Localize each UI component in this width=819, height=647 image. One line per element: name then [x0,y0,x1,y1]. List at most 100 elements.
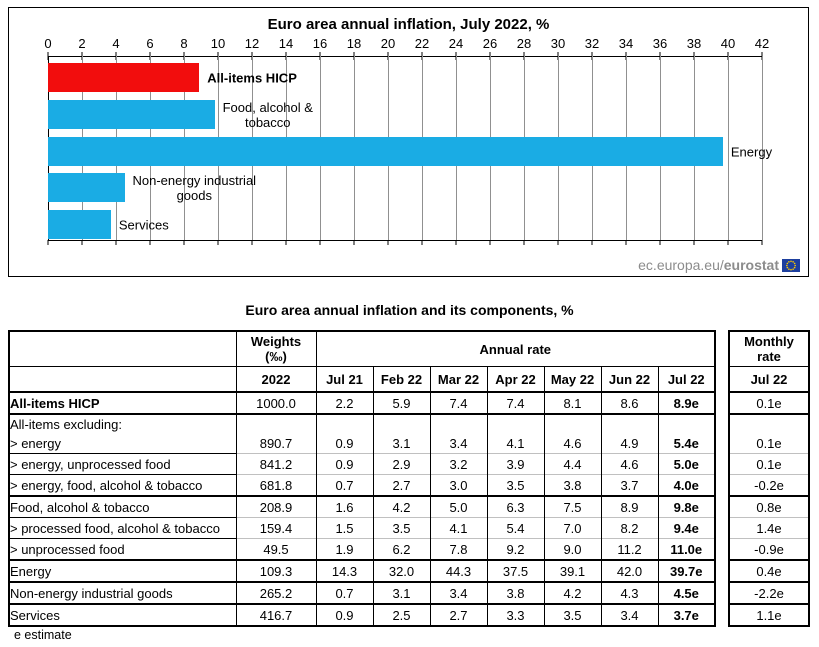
header-empty-cell-2 [8,366,237,393]
x-axis-tick-label: 28 [516,36,532,51]
row-value: 2.5 [372,603,431,626]
x-axis-tick-label: 32 [584,36,600,51]
bar-non-energy-industrial-goods [48,173,125,202]
x-axis-bottom-tick [353,240,355,245]
bar-label-line: Food, alcohol & [222,99,313,115]
row-value: 0.9 [315,433,374,454]
row-value: 3.4 [600,603,659,626]
monthly-rate-line2: rate [757,349,781,364]
x-axis-bottom-tick [285,240,287,245]
row-weight: 416.7 [235,603,317,626]
row-value: 3.7 [600,474,659,496]
monthly-row-services: 1.1e [728,603,810,626]
chart-title: Euro area annual inflation, July 2022, % [267,16,550,33]
x-axis-tick-label: 16 [312,36,328,51]
table-row-energy: Energy 109.3 14.3 32.0 44.3 37.5 39.1 42.0 39.7e [8,559,716,582]
row-label: > energy [8,433,237,454]
header-month-jun22: Jun 22 [600,366,659,393]
x-axis-tick-label: 38 [686,36,702,51]
row-value: 4.5e [657,581,716,604]
table-row-unprocessed-food: > unprocessed food 49.5 1.9 6.2 7.8 9.2 9.0 11.… [8,538,716,560]
monthly-row-energy-food-alcohol-tobacco: -0.2e [728,474,810,496]
bar-label-food-alcohol-tobacco: Food, alcohol & tobacco [223,100,313,130]
row-value: 4.3 [600,581,659,604]
header-annual-rate: Annual rate [315,330,716,367]
row-value: 3.4 [429,433,488,454]
header-month-apr22: Apr 22 [486,366,545,393]
row-weight: 841.2 [235,453,317,475]
row-value: 1.9 [315,538,374,560]
row-value: 3.0 [429,474,488,496]
bar-food-alcohol-tobacco [48,100,215,129]
row-value: 3.9 [486,453,545,475]
row-value: 5.4 [486,517,545,539]
row-value: 2.2 [315,392,374,414]
header-weights-year: 2022 [235,366,317,393]
x-axis-tick-label: 30 [550,36,566,51]
x-axis-bottom-tick [761,240,763,245]
row-value: 39.7e [657,559,716,582]
x-axis-bottom-tick [217,240,219,245]
monthly-value: 0.4e [728,559,810,582]
x-axis-bottom-tick [115,240,117,245]
row-value: 3.8 [543,474,602,496]
row-value [600,413,659,433]
x-axis-bottom-tick [489,240,491,245]
row-weight: 890.7 [235,433,317,454]
row-value: 0.9 [315,603,374,626]
row-weight: 159.4 [235,517,317,539]
row-value: 6.3 [486,495,545,518]
monthly-value: 0.8e [728,495,810,518]
table-row-energy: > energy 890.7 0.9 3.1 3.4 4.1 4.6 4.9 5.4e [8,433,716,454]
row-value [429,413,488,433]
row-weight: 681.8 [235,474,317,496]
table-row-food-alcohol-tobacco: Food, alcohol & tobacco 208.9 1.6 4.2 5.0 6.3… [8,495,716,518]
eurostat-watermark: ec.europa.eu/eurostat [638,257,800,273]
row-value: 4.6 [543,433,602,454]
monthly-value: 0.1e [728,453,810,475]
monthly-value: 0.1e [728,433,810,454]
row-label: All-items excluding: [8,413,237,433]
x-axis-bottom-tick [421,240,423,245]
row-value: 5.0 [429,495,488,518]
bar-label-line: Non-energy industrial [132,172,257,188]
header-weights: Weights (‰) [235,330,317,367]
row-value: 3.3 [486,603,545,626]
monthly-row-non-energy-industrial-goods: -2.2e [728,581,810,604]
monthly-row-energy: 0.4e [728,559,810,582]
row-value: 0.7 [315,474,374,496]
row-value: 4.1 [486,433,545,454]
row-value: 32.0 [372,559,431,582]
weights-unit: (‰) [265,349,287,364]
row-value: 6.2 [372,538,431,560]
row-value: 3.2 [429,453,488,475]
row-value: 39.1 [543,559,602,582]
row-value: 5.9 [372,392,431,414]
row-value: 7.5 [543,495,602,518]
monthly-row-food-alcohol-tobacco: 0.8e [728,495,810,518]
monthly-row-energy: 0.1e [728,433,810,454]
monthly-value: -0.2e [728,474,810,496]
monthly-value [728,413,810,433]
main-table-body: All-items HICP 1000.0 2.2 5.9 7.4 7.4 8.1 8.6 8.… [8,392,716,626]
watermark-text: ec.europa.eu/ [638,257,724,273]
row-value [543,413,602,433]
x-axis-tick-label: 0 [44,36,52,51]
row-label: Food, alcohol & tobacco [8,495,237,518]
bar-label-line: goods [176,187,212,203]
header-empty-cell [8,330,237,367]
table-row-processed-food-alcohol-tobacco: > processed food, alcohol & tobacco 159.4… [8,517,716,539]
bar-energy [48,137,723,166]
bar-label-line: Services [118,217,169,232]
x-axis-bottom-tick [693,240,695,245]
bar-services [48,210,111,239]
row-weight: 208.9 [235,495,317,518]
x-axis-bottom-tick [81,240,83,245]
x-axis-line [48,56,762,57]
x-axis-tick-label: 6 [146,36,154,51]
x-axis-tick-label: 36 [652,36,668,51]
x-axis-tick-label: 40 [720,36,736,51]
monthly-row-all-items-excluding [728,413,810,433]
table-row-energy-food-alcohol-tobacco: > energy, food, alcohol & tobacco 681.8 0.… [8,474,716,496]
